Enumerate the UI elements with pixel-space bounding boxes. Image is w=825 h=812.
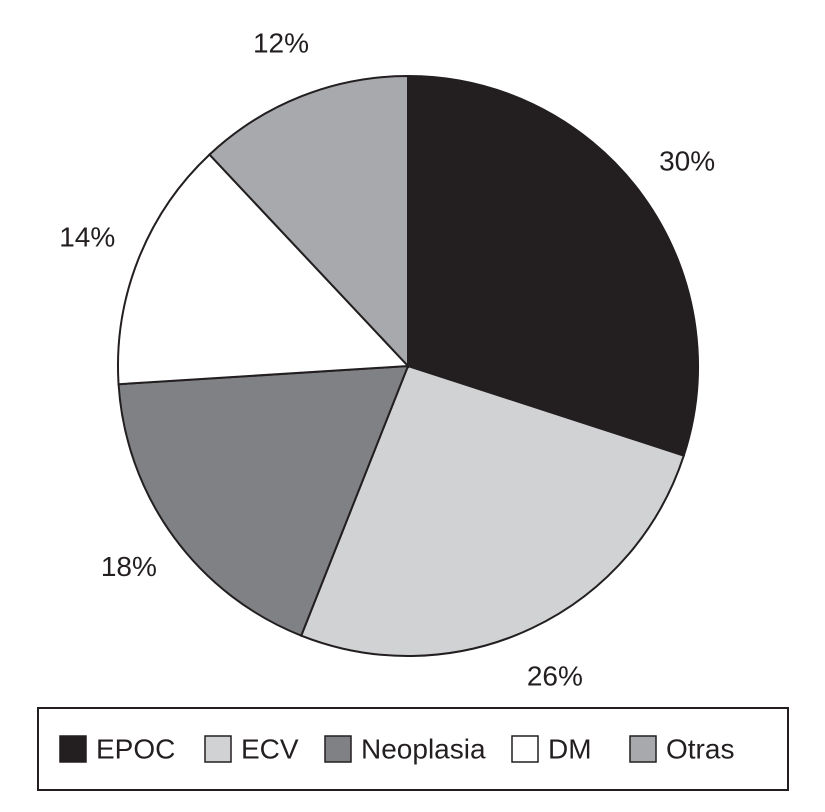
data-label: 14% <box>59 221 115 252</box>
legend-label: Otras <box>666 733 734 764</box>
pie: 30% 26% 18% 14% 12% <box>59 28 715 692</box>
pie-slice <box>299 364 686 657</box>
legend-label: ECV <box>241 733 299 764</box>
pie-slice <box>208 74 409 369</box>
legend-swatch <box>324 735 352 763</box>
pie-slice <box>407 74 699 457</box>
data-label: 12% <box>253 28 309 59</box>
legend-label: EPOC <box>96 733 175 764</box>
data-label: 18% <box>101 551 157 582</box>
legend: EPOC ECV Neoplasia DM Otras <box>59 733 734 764</box>
data-label: 30% <box>659 146 715 177</box>
legend-swatch <box>59 735 87 763</box>
pie-slice <box>117 364 410 637</box>
legend-label: DM <box>548 733 592 764</box>
legend-swatch <box>511 735 539 763</box>
legend-box <box>37 707 789 791</box>
legend-label: Neoplasia <box>361 733 486 764</box>
pie-slice <box>117 153 411 386</box>
data-label: 26% <box>527 661 583 692</box>
legend-swatch <box>629 735 657 763</box>
legend-swatch <box>204 735 232 763</box>
